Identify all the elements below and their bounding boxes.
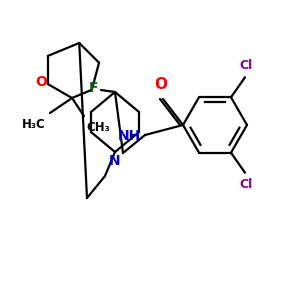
Text: O: O	[154, 77, 167, 92]
Text: O: O	[35, 75, 47, 89]
Text: NH: NH	[118, 129, 141, 143]
Text: F: F	[88, 81, 98, 95]
Text: N: N	[109, 154, 121, 168]
Text: Cl: Cl	[239, 59, 253, 72]
Text: Cl: Cl	[239, 178, 253, 191]
Text: CH₃: CH₃	[86, 121, 110, 134]
Text: H₃C: H₃C	[22, 118, 46, 131]
